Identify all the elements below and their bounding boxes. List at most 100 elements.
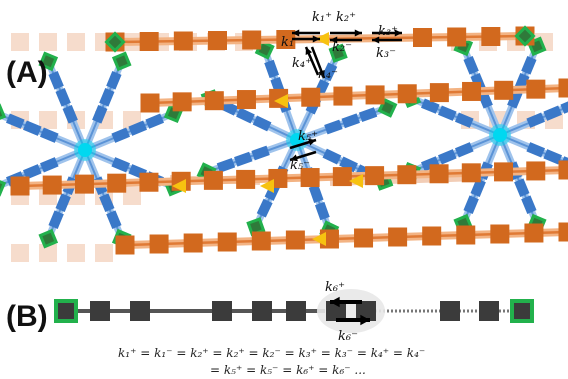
blue-monomer	[5, 113, 25, 129]
orange-monomer	[490, 224, 510, 244]
orange-monomer	[494, 80, 514, 100]
blue-monomer	[358, 107, 378, 123]
orange-chains	[10, 25, 568, 255]
orange-monomer	[429, 164, 449, 184]
blue-monomer	[314, 201, 330, 221]
rate-label-k3-plus: k₃⁺	[378, 24, 398, 39]
blue-monomer	[308, 184, 324, 203]
equation-line-1: k₁⁺ = k₁⁻ = k₂⁺ = k₂⁺ = k₂⁻ = k₃⁺ = k₃⁻ …	[118, 346, 425, 360]
arrow-k6-plus-head	[330, 296, 340, 308]
faded-monomer	[11, 244, 29, 262]
rate-label-k2-minus: k₂⁻	[332, 40, 352, 55]
blue-monomer	[92, 104, 108, 124]
orange-monomer	[332, 167, 352, 187]
blue-monomer	[437, 105, 457, 121]
blue-monomer	[339, 156, 358, 173]
orange-monomer	[447, 27, 467, 47]
rate-label-k5-plus: k₅⁺	[298, 129, 318, 144]
end-cap	[514, 25, 536, 47]
orange-monomer	[397, 165, 417, 185]
rate-label-k6-minus: k₆⁻	[338, 329, 358, 344]
blue-monomer	[111, 127, 131, 143]
blue-monomer	[145, 113, 165, 129]
orange-monomer	[285, 230, 305, 250]
orange-monomer	[172, 92, 192, 112]
faded-monomer	[123, 187, 141, 205]
gray-monomer	[440, 301, 460, 321]
rate-label-k2-plus: k₂⁺	[336, 10, 356, 25]
blue-monomer	[463, 55, 479, 75]
yellow-junction	[274, 94, 288, 108]
panel-b-label: (B)	[6, 300, 48, 333]
arrow-k4-minus-head	[305, 47, 313, 55]
orange-monomer	[558, 160, 568, 180]
end-cap	[111, 51, 132, 72]
blue-monomer	[324, 119, 343, 135]
blue-monomer	[236, 107, 255, 124]
rate-label-k4-plus: k₄⁺	[292, 56, 312, 71]
orange-monomer	[107, 173, 127, 193]
blue-monomer	[39, 157, 59, 173]
b-end-cap	[510, 299, 534, 323]
blue-monomer	[543, 105, 563, 121]
faded-monomer	[67, 244, 85, 262]
blue-monomer	[463, 195, 479, 215]
orange-monomer	[494, 162, 514, 182]
gray-monomer	[479, 301, 499, 321]
orange-monomer	[204, 91, 224, 111]
gray-monomer	[286, 301, 306, 321]
orange-monomer	[365, 166, 385, 186]
rate-label-k4-minus: k₄⁻	[318, 67, 338, 82]
end-cap	[0, 176, 7, 197]
rate-label-k5-minus: k₅⁻	[290, 158, 310, 173]
orange-monomer	[429, 83, 449, 103]
blue-monomer	[454, 142, 474, 158]
blue-monomer	[256, 198, 273, 218]
orange-monomer	[397, 84, 417, 104]
rate-label-k1-minus: k₁⁻	[281, 35, 301, 50]
arrow-k1-minus-head	[312, 35, 320, 43]
blue-monomer	[507, 89, 523, 109]
blue-monomer	[470, 178, 486, 198]
end-cap	[0, 103, 7, 124]
orange-monomer	[354, 228, 374, 248]
blue-monomer	[48, 70, 64, 90]
rate-label-k3-minus: k₃⁻	[376, 46, 396, 61]
blue-monomer	[437, 149, 457, 165]
orange-monomer	[526, 79, 546, 99]
orange-monomer	[236, 90, 256, 110]
blue-monomer	[62, 104, 78, 124]
rate-label-k1-plus: k₁⁺	[312, 10, 332, 25]
blue-monomer	[526, 142, 546, 158]
gray-monomer	[326, 301, 346, 321]
blue-monomer	[420, 98, 440, 114]
orange-monomer	[149, 234, 169, 254]
orange-monomer	[301, 87, 321, 107]
arrow-k2-plus-head	[354, 29, 362, 37]
blue-monomer	[216, 157, 236, 173]
blue-monomer	[252, 115, 272, 132]
yellow-junction	[172, 179, 186, 193]
blue-monomer	[106, 210, 122, 230]
blue-monomer	[22, 164, 42, 180]
orange-monomer	[333, 86, 353, 106]
orange-monomer	[422, 226, 442, 246]
blue-monomer	[106, 70, 122, 90]
orange-monomer	[115, 235, 135, 255]
blue-monomer	[543, 149, 563, 165]
arrow-k2-minus-head	[330, 36, 338, 44]
end-cap	[104, 31, 126, 53]
blue-monomer	[234, 151, 253, 167]
faded-monomer	[95, 244, 113, 262]
orange-monomer	[251, 231, 271, 251]
arrow-k6-minus-head	[360, 314, 370, 326]
arrow-k3-plus-head	[394, 29, 402, 37]
rate-label-k6-plus: k₆⁺	[325, 280, 345, 295]
orange-monomer	[558, 78, 568, 98]
orange-monomer	[173, 31, 193, 51]
blue-monomer	[264, 59, 280, 79]
orange-monomer	[42, 175, 62, 195]
orange-monomer	[388, 227, 408, 247]
blue-monomer	[55, 87, 71, 107]
